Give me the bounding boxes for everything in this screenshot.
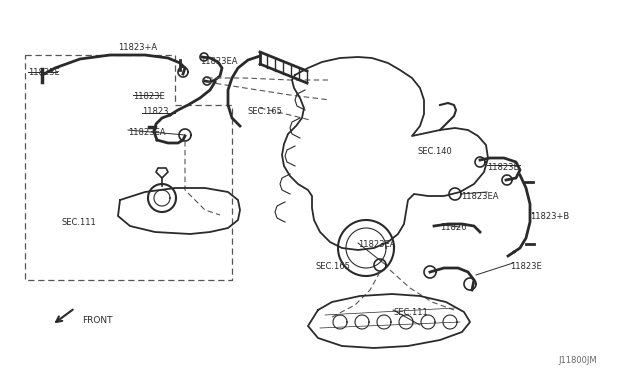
Text: SEC.165: SEC.165	[315, 262, 350, 271]
Text: SEC.140: SEC.140	[418, 147, 452, 156]
Text: SEC.111: SEC.111	[393, 308, 428, 317]
Text: J11800JM: J11800JM	[558, 356, 596, 365]
Text: 11823E: 11823E	[510, 262, 541, 271]
Text: 11823: 11823	[142, 107, 168, 116]
Text: 11823EA: 11823EA	[200, 57, 237, 66]
Text: 11823E: 11823E	[28, 68, 60, 77]
Text: 11823E: 11823E	[487, 163, 519, 172]
Text: 11823EA: 11823EA	[461, 192, 499, 201]
Text: FRONT: FRONT	[82, 316, 113, 325]
Text: SEC.111: SEC.111	[62, 218, 97, 227]
Text: 11823EA: 11823EA	[358, 240, 396, 249]
Text: 11823E: 11823E	[133, 92, 164, 101]
Text: 11823+A: 11823+A	[118, 43, 157, 52]
Text: 11823EA: 11823EA	[128, 128, 166, 137]
Text: SEC.165: SEC.165	[248, 107, 283, 116]
Text: 11826: 11826	[440, 223, 467, 232]
Text: 11823+B: 11823+B	[530, 212, 569, 221]
